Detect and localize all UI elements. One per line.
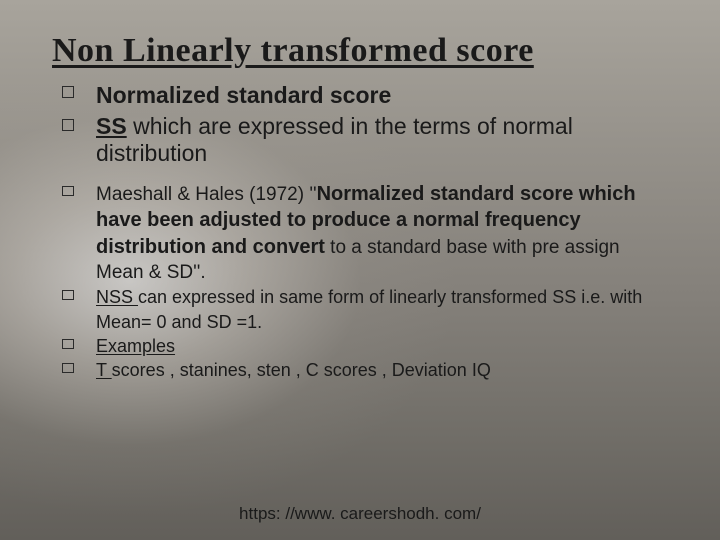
square-bullet-icon	[62, 290, 74, 300]
slide: Non Linearly transformed score Normalize…	[0, 0, 720, 540]
footer-url: https: //www. careershodh. com/	[0, 504, 720, 524]
square-bullet-icon	[62, 339, 74, 349]
list-item-text: Normalized standard score	[96, 80, 664, 111]
list-item-text: SS which are expressed in the terms of n…	[96, 113, 664, 167]
list-item-text: Maeshall & Hales (1972) ''Normalized sta…	[96, 181, 664, 285]
list-item-text: Examples	[96, 334, 664, 358]
list-item: Examples	[62, 334, 664, 358]
list-item-text: NSS can expressed in same form of linear…	[96, 285, 664, 334]
list-item: Normalized standard score	[62, 80, 664, 111]
list-item: T scores , stanines, sten , C scores , D…	[62, 358, 664, 382]
list-item-text: T scores , stanines, sten , C scores , D…	[96, 358, 664, 382]
square-bullet-icon	[62, 119, 74, 131]
list-item: NSS can expressed in same form of linear…	[62, 285, 664, 334]
bullet-list: Normalized standard score SS which are e…	[52, 80, 668, 382]
square-bullet-icon	[62, 186, 74, 196]
square-bullet-icon	[62, 363, 74, 373]
square-bullet-icon	[62, 86, 74, 98]
list-item: SS which are expressed in the terms of n…	[62, 113, 664, 167]
list-item: Maeshall & Hales (1972) ''Normalized sta…	[62, 181, 664, 285]
slide-title: Non Linearly transformed score	[52, 32, 668, 70]
